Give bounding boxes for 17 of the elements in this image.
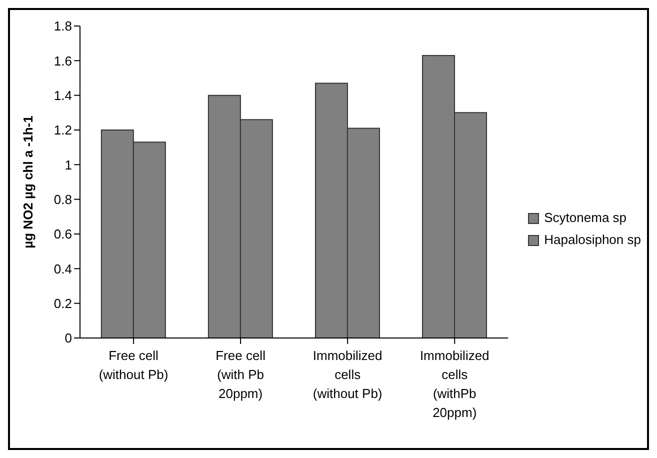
y-axis-title: µg NO2 µg chl a -1h-1 — [20, 116, 36, 248]
x-tick-label: Free cell (without Pb) — [98, 348, 168, 382]
y-tick-label: 0.6 — [54, 226, 72, 242]
x-tick-label: Immobilized cells (without Pb) — [312, 348, 382, 401]
y-tick-label: 1.8 — [54, 18, 72, 34]
legend-label: Scytonema sp — [544, 209, 627, 227]
y-tick-label: 1.2 — [54, 122, 72, 138]
legend-label: Hapalosiphon sp — [544, 231, 641, 249]
y-tick-label: 0 — [64, 330, 72, 346]
y-tick-label: 0.8 — [54, 192, 72, 207]
y-tick-label: 1.4 — [54, 88, 72, 103]
y-tick-label: 0.2 — [54, 296, 72, 311]
x-tick-label: Immobilized cells (withPb 20ppm) — [420, 348, 490, 420]
y-tick-label: 1 — [64, 157, 72, 172]
x-tick-label: Free cell (with Pb 20ppm) — [216, 348, 266, 401]
y-tick-label: 0.4 — [54, 261, 72, 276]
y-tick-label: 1.6 — [54, 53, 72, 68]
